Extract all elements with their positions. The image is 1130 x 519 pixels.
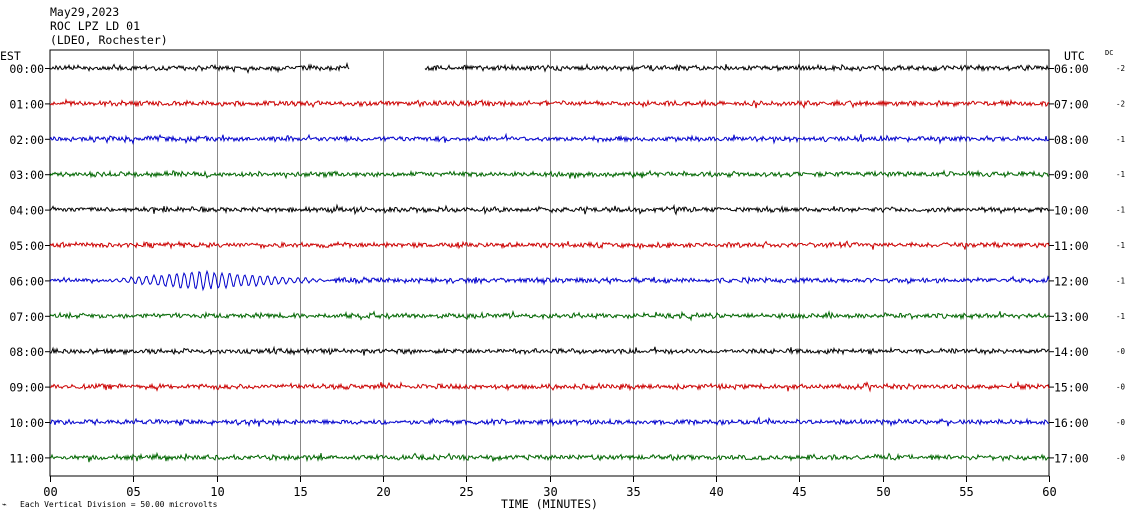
x-tick-label: 50 bbox=[876, 485, 890, 499]
trace-line bbox=[49, 451, 1050, 463]
dc-value: -0 bbox=[1116, 418, 1126, 427]
utc-label: 14:00 bbox=[1054, 345, 1089, 359]
utc-label: 16:00 bbox=[1054, 416, 1089, 430]
trace-line bbox=[49, 98, 1050, 110]
x-tick-label: 00 bbox=[43, 485, 57, 499]
utc-label: 15:00 bbox=[1054, 381, 1089, 395]
x-tick-label: 10 bbox=[210, 485, 224, 499]
est-label: 11:00 bbox=[9, 451, 44, 465]
trace-line bbox=[49, 345, 1049, 356]
est-label: 01:00 bbox=[9, 97, 44, 111]
trace-line bbox=[49, 203, 1050, 216]
trace-line bbox=[49, 132, 1050, 145]
utc-label: 17:00 bbox=[1054, 451, 1089, 465]
trace-line bbox=[49, 416, 1050, 428]
scale-note: Each Vertical Division = 50.00 microvolt… bbox=[20, 500, 218, 509]
trace-line bbox=[49, 269, 1050, 292]
left-zone-label: EST bbox=[0, 49, 21, 63]
x-axis-label: TIME (MINUTES) bbox=[501, 497, 598, 511]
est-label: 05:00 bbox=[9, 239, 44, 253]
header-date: May29,2023 bbox=[50, 5, 120, 19]
utc-label: 09:00 bbox=[1054, 168, 1089, 182]
est-label: 09:00 bbox=[9, 381, 44, 395]
scale-icon: ⌁ bbox=[2, 500, 7, 509]
header-network: (LDEO, Rochester) bbox=[50, 33, 168, 47]
x-tick-label: 30 bbox=[543, 485, 557, 499]
est-label: 06:00 bbox=[9, 274, 44, 288]
dc-value: -2 bbox=[1116, 99, 1125, 108]
dc-value: -1 bbox=[1116, 241, 1125, 250]
dc-value: -2 bbox=[1116, 64, 1125, 73]
utc-label: 06:00 bbox=[1054, 62, 1089, 76]
est-label: 10:00 bbox=[9, 416, 44, 430]
est-label: 03:00 bbox=[9, 168, 44, 182]
trace-line bbox=[49, 380, 1050, 393]
dc-value: -0 bbox=[1116, 453, 1126, 462]
x-tick-label: 45 bbox=[792, 485, 806, 499]
x-tick-label: 05 bbox=[126, 485, 140, 499]
dc-value: -0 bbox=[1116, 347, 1126, 356]
x-tick-label: 15 bbox=[293, 485, 307, 499]
trace-line bbox=[49, 169, 1050, 180]
est-label: 00:00 bbox=[9, 62, 44, 76]
dc-value: -0 bbox=[1116, 383, 1126, 392]
x-tick-label: 20 bbox=[376, 485, 390, 499]
x-tick-label: 60 bbox=[1042, 485, 1056, 499]
utc-label: 12:00 bbox=[1054, 274, 1089, 288]
dc-value: -1 bbox=[1116, 135, 1125, 144]
trace-line bbox=[49, 309, 1050, 322]
x-tick-label: 35 bbox=[626, 485, 640, 499]
utc-label: 11:00 bbox=[1054, 239, 1089, 253]
est-label: 02:00 bbox=[9, 133, 44, 147]
utc-label: 08:00 bbox=[1054, 133, 1089, 147]
dc-value: -1 bbox=[1116, 170, 1125, 179]
plot-frame bbox=[49, 49, 1050, 477]
est-label: 08:00 bbox=[9, 345, 44, 359]
utc-label: 07:00 bbox=[1054, 97, 1089, 111]
trace-line bbox=[424, 63, 1050, 73]
dc-value: -1 bbox=[1116, 206, 1125, 215]
x-tick-label: 25 bbox=[459, 485, 473, 499]
dc-value: -1 bbox=[1116, 276, 1125, 285]
header-station: ROC LPZ LD 01 bbox=[50, 19, 141, 33]
est-label: 04:00 bbox=[9, 204, 44, 218]
trace-line bbox=[49, 61, 350, 74]
dc-value: -1 bbox=[1116, 312, 1125, 321]
right-zone-label: UTC bbox=[1064, 49, 1085, 63]
x-tick-label: 40 bbox=[709, 485, 723, 499]
x-tick-label: 55 bbox=[959, 485, 973, 499]
trace-line bbox=[49, 240, 1050, 251]
est-label: 07:00 bbox=[9, 310, 44, 324]
utc-label: 13:00 bbox=[1054, 310, 1089, 324]
utc-label: 10:00 bbox=[1054, 204, 1089, 218]
dc-label: DC bbox=[1105, 49, 1114, 57]
